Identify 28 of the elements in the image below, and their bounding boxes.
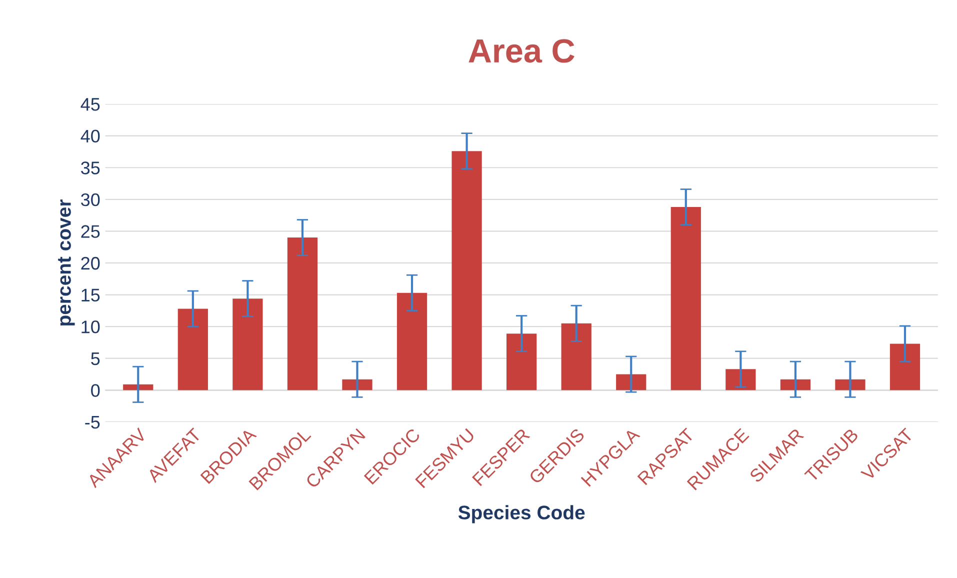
bar xyxy=(670,207,701,390)
y-tick-label: 30 xyxy=(81,193,100,206)
bar xyxy=(452,151,482,390)
y-tick-label: 35 xyxy=(81,162,100,174)
bar xyxy=(342,379,372,390)
bar xyxy=(726,369,756,390)
bar xyxy=(506,334,537,390)
y-tick-label: 40 xyxy=(80,130,100,143)
y-tick-label: -5 xyxy=(85,416,100,429)
chart-title: Area C xyxy=(468,39,574,63)
bar xyxy=(396,292,428,390)
y-tick-label: 5 xyxy=(91,352,100,366)
y-tick-label: 25 xyxy=(81,225,100,238)
y-tick-label: 10 xyxy=(82,320,100,334)
bar xyxy=(561,323,592,390)
x-axis-title: Species Code xyxy=(458,505,585,524)
y-tick-label: 20 xyxy=(81,256,100,270)
y-tick-label: 0 xyxy=(91,384,100,397)
bar xyxy=(232,298,263,390)
y-tick-label: 45 xyxy=(80,98,100,111)
bar xyxy=(287,238,318,390)
bar xyxy=(890,344,920,390)
bar xyxy=(178,308,208,390)
y-tick-label: 15 xyxy=(82,288,100,302)
bar xyxy=(835,379,866,390)
bar xyxy=(780,379,811,390)
y-axis-title: percent cover xyxy=(58,200,75,326)
bar xyxy=(616,374,646,390)
